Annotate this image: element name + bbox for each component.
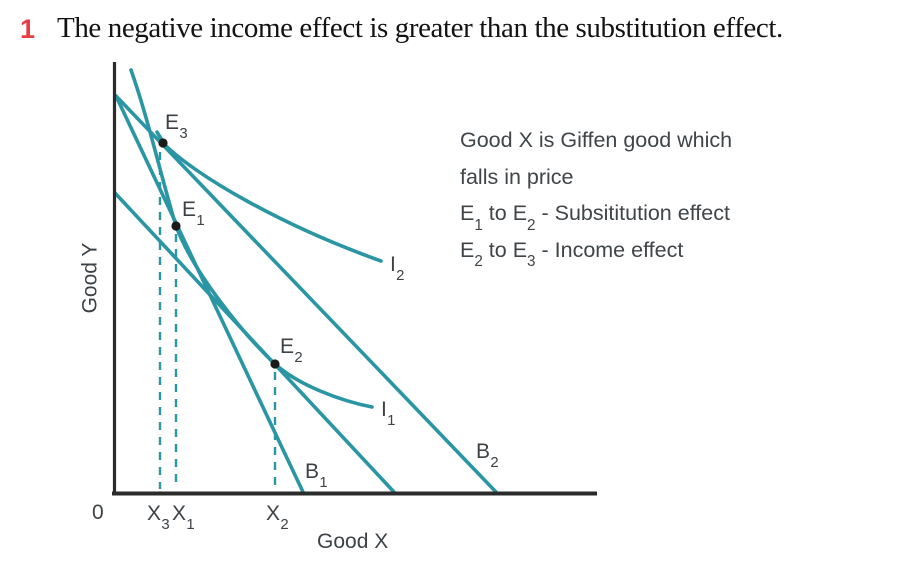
- x-axis-title: Good X: [317, 530, 389, 553]
- budget-line-b2: [114, 94, 498, 494]
- point-e1: [171, 221, 181, 231]
- tick-label-x1: X1: [172, 502, 195, 534]
- y-axis-title: Good Y: [78, 242, 102, 314]
- point-e2: [270, 359, 280, 369]
- indifference-curve-i1: [129, 68, 374, 409]
- curve-label-i2: I2: [390, 253, 405, 285]
- annotation-line-2: falls in price: [460, 164, 574, 189]
- point-label-e2: E2: [280, 335, 303, 367]
- point-e3: [158, 138, 168, 148]
- annotation-line-3: E1 to E2 - Subsititution effect: [460, 201, 730, 234]
- figure-title: The negative income effect is greater th…: [57, 12, 783, 44]
- list-item-number: 1: [20, 14, 36, 44]
- indifference-curve-i2: [155, 130, 383, 263]
- annotation-line-4: E2 to E3 - Income effect: [460, 237, 684, 271]
- tick-label-x3: X3: [147, 502, 170, 534]
- point-label-e1: E1: [182, 198, 205, 230]
- line-label-b2: B2: [476, 440, 499, 472]
- origin-label: 0: [92, 501, 104, 524]
- line-label-b1: B1: [305, 460, 328, 492]
- annotation-line-1: Good X is Giffen good which: [460, 128, 733, 152]
- tick-label-x2: X2: [266, 502, 289, 534]
- figure-title-row: 1 The negative income effect is greater …: [0, 8, 898, 50]
- annotation-block: Good X is Giffen good which falls in pri…: [460, 122, 830, 271]
- curve-label-i1: I1: [381, 398, 396, 430]
- point-label-e3: E3: [165, 111, 188, 143]
